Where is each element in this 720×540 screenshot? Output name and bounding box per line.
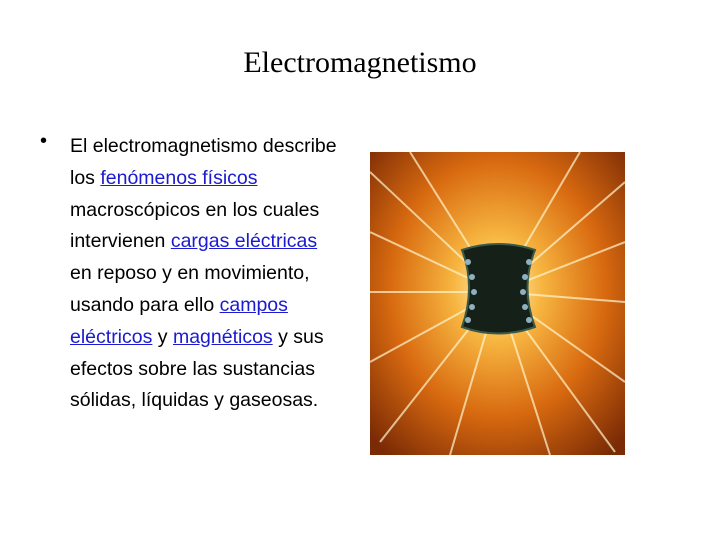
bullet-text: El electromagnetismo describe los fenóme… (70, 131, 342, 417)
link[interactable]: campos eléctricos (70, 293, 288, 348)
link[interactable]: magnéticos (172, 325, 273, 348)
text-run: y (152, 325, 173, 348)
link[interactable]: fenómenos físicos (100, 166, 258, 189)
text-run: en reposo y en movimiento, usando para e… (70, 262, 310, 316)
illustration (370, 152, 625, 455)
text-run: macroscópicos en los cuales intervienen (70, 198, 320, 253)
text-run: El electromagnetismo describe los (70, 135, 337, 189)
slide-title: Electromagnetismo (243, 46, 477, 79)
link[interactable]: cargas eléctricas (170, 230, 318, 253)
bullet-marker: • (40, 130, 48, 152)
text-run: y sus efectos sobre las sustancias sólid… (70, 325, 324, 412)
